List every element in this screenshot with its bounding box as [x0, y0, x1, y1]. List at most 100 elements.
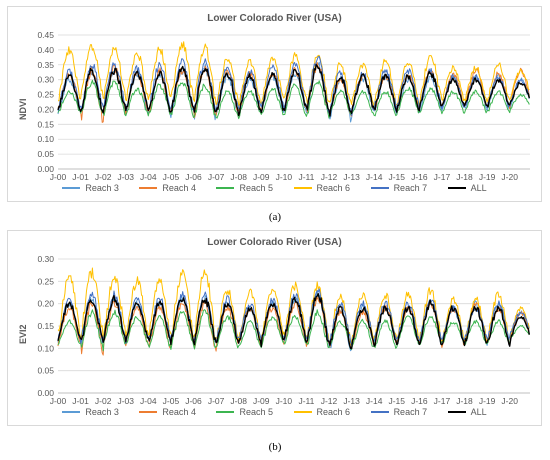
x-tick-label: J-13: [343, 172, 360, 182]
legend-swatch: [216, 186, 235, 189]
x-tick-label: J-09: [253, 172, 270, 182]
x-tick-label: J-00: [50, 396, 67, 406]
x-tick-label: J-08: [230, 172, 247, 182]
x-tick-label: J-16: [411, 396, 428, 406]
y-tick-label: 0.00: [37, 388, 54, 398]
legend-label: Reach 3: [85, 407, 119, 417]
legend: Reach 3 Reach 4 Reach 5 Reach 6 Reach 7 …: [8, 407, 541, 417]
y-tick-label: 0.15: [37, 119, 54, 129]
y-tick-label: 0.10: [37, 134, 54, 144]
x-tick-label: J-11: [298, 172, 314, 182]
x-tick-label: J-18: [456, 396, 473, 406]
legend-item-reach-5: Reach 5: [216, 407, 273, 417]
x-tick-label: J-03: [117, 396, 134, 406]
chart-title: Lower Colorado River (USA): [207, 13, 342, 24]
series-line-reach-5: [57, 79, 530, 120]
legend-swatch: [62, 186, 81, 189]
legend-swatch: [370, 410, 389, 413]
y-tick-label: 0.45: [37, 30, 54, 40]
x-tick-label: J-10: [276, 172, 293, 182]
legend-label: ALL: [470, 183, 487, 193]
y-tick-label: 0.40: [37, 45, 54, 55]
legend-label: Reach 5: [239, 183, 273, 193]
x-tick-label: J-17: [434, 396, 451, 406]
x-tick-label: J-06: [185, 172, 202, 182]
legend-label: Reach 7: [393, 183, 428, 193]
legend-label: ALL: [470, 407, 487, 417]
x-tick-label: J-04: [140, 172, 157, 182]
series-line-all: [57, 293, 530, 350]
legend-swatch: [62, 410, 81, 413]
x-tick-label: J-03: [117, 172, 134, 182]
legend-label: Reach 3: [85, 183, 119, 193]
x-tick-label: J-14: [366, 396, 383, 406]
series-line-reach-3: [57, 291, 530, 352]
legend-swatch: [447, 186, 466, 189]
legend: Reach 3 Reach 4 Reach 5 Reach 6 Reach 7 …: [8, 183, 541, 193]
y-tick-label: 0.00: [37, 164, 54, 174]
legend-item-reach-4: Reach 4: [139, 407, 196, 417]
x-tick-label: J-07: [208, 172, 225, 182]
x-tick-label: J-12: [321, 396, 338, 406]
x-tick-label: J-11: [298, 396, 314, 406]
legend-item-all: ALL: [447, 407, 487, 417]
legend-swatch: [293, 410, 312, 413]
chart-ndvi: 0.00 0.05 0.10 0.15 0.20 0.25 0.30 0.35 0.40 0.45…: [37, 30, 530, 182]
y-tick-label: 0.20: [37, 104, 54, 114]
figure-caption-a: (a): [268, 211, 282, 223]
x-tick-label: J-15: [388, 396, 405, 406]
x-tick-label: J-18: [456, 172, 473, 182]
legend-item-reach-3: Reach 3: [62, 183, 119, 193]
x-tick-label: J-00: [50, 172, 67, 182]
series-line-all: [57, 63, 530, 117]
x-tick-label: J-02: [95, 396, 112, 406]
chart-panel-ndvi: 0.00 0.05 0.10 0.15 0.20 0.25 0.30 0.35 0.40 0.45…: [7, 6, 542, 202]
x-tick-label: J-12: [321, 172, 338, 182]
y-tick-label: 0.05: [37, 149, 54, 159]
y-axis-label: NDVI: [18, 98, 28, 120]
legend-label: Reach 6: [316, 183, 351, 193]
legend-swatch: [139, 186, 158, 189]
x-tick-label: J-17: [434, 172, 451, 182]
y-tick-label: 0.30: [37, 75, 54, 85]
legend-item-reach-6: Reach 6: [293, 407, 351, 417]
x-tick-label: J-15: [388, 172, 405, 182]
legend-item-all: ALL: [447, 183, 487, 193]
x-tick-label: J-04: [140, 396, 157, 406]
legend-swatch: [370, 186, 389, 189]
y-tick-label: 0.20: [37, 299, 54, 309]
x-tick-label: J-20: [501, 396, 518, 406]
x-tick-label: J-14: [366, 172, 383, 182]
y-tick-label: 0.25: [37, 90, 54, 100]
y-tick-label: 0.05: [37, 366, 54, 376]
series-line-reach-6: [57, 267, 530, 346]
legend-swatch: [216, 410, 235, 413]
legend-label: Reach 4: [162, 183, 196, 193]
series-line-reach-5: [57, 309, 530, 352]
y-tick-label: 0.15: [37, 321, 54, 331]
y-tick-label: 0.30: [37, 254, 54, 264]
legend-item-reach-5: Reach 5: [216, 183, 273, 193]
x-tick-label: J-19: [479, 172, 496, 182]
x-tick-label: J-09: [253, 396, 270, 406]
chart-evi2: 0.00 0.05 0.10 0.15 0.20 0.25 0.30 J-00 J-01 J-02…: [37, 254, 530, 406]
x-tick-label: J-01: [72, 172, 89, 182]
x-tick-label: J-13: [343, 396, 360, 406]
legend-item-reach-3: Reach 3: [62, 407, 119, 417]
legend-label: Reach 4: [162, 407, 196, 417]
x-tick-label: J-19: [479, 396, 496, 406]
x-tick-label: J-10: [276, 396, 293, 406]
x-tick-label: J-05: [163, 396, 180, 406]
y-tick-label: 0.35: [37, 60, 54, 70]
series-line-reach-6: [57, 41, 530, 108]
chart-title: Lower Colorado River (USA): [207, 237, 342, 248]
y-tick-label: 0.25: [37, 276, 54, 286]
legend-label: Reach 5: [239, 407, 273, 417]
x-tick-label: J-05: [163, 172, 180, 182]
legend-item-reach-7: Reach 7: [370, 407, 427, 417]
legend-swatch: [447, 410, 466, 413]
y-tick-label: 0.10: [37, 343, 54, 353]
y-axis-label: EVI2: [18, 324, 28, 344]
legend-label: Reach 6: [316, 407, 351, 417]
legend-item-reach-4: Reach 4: [139, 183, 196, 193]
